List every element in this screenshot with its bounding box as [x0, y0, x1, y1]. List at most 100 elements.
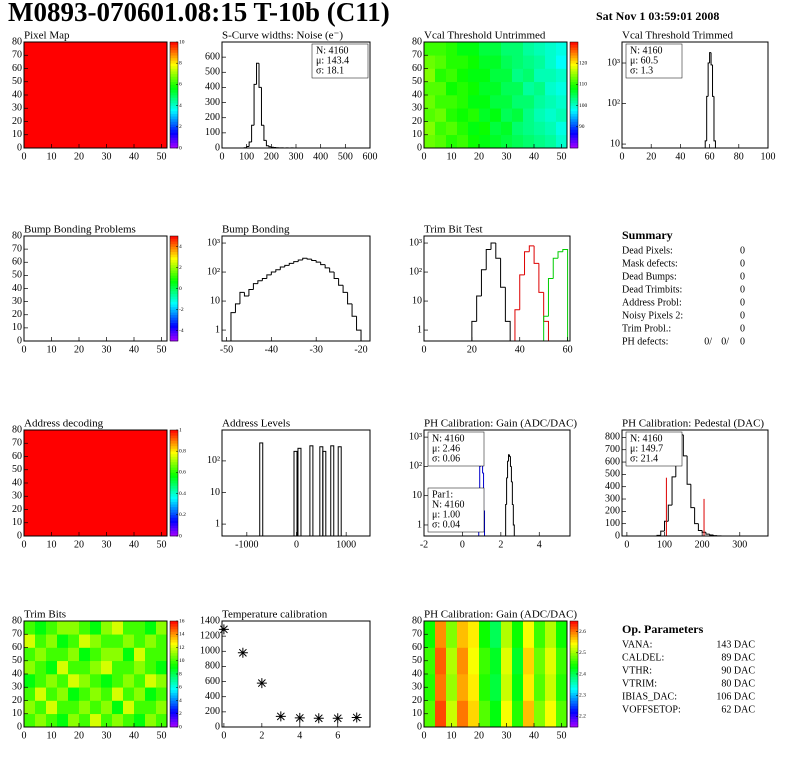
- histogram-bin: [333, 272, 339, 279]
- colorbar-slice: [170, 621, 178, 624]
- y-tick-label: 0: [17, 142, 22, 153]
- y-tick-label: 10: [412, 490, 422, 501]
- x-tick-label: 20: [74, 730, 84, 741]
- scatter-marker: [237, 647, 248, 658]
- heatmap-cell: [523, 55, 535, 69]
- heatmap-cell: [424, 55, 436, 69]
- x-tick-label: 0: [220, 151, 225, 162]
- heatmap-cell: [501, 95, 513, 109]
- heatmap-cell: [534, 55, 546, 69]
- histogram-bin: [263, 125, 267, 141]
- op-label: CALDEL:: [622, 652, 664, 663]
- x-tick-label: 1000: [336, 539, 356, 550]
- colorbar-slice: [570, 129, 578, 133]
- colorbar-slice: [170, 47, 178, 51]
- y-tick-label: 50: [12, 76, 22, 87]
- histogram-bin: [682, 434, 688, 457]
- colorbar-slice: [170, 100, 178, 104]
- page-title: M0893-070601.08:15 T-10b (C11): [8, 0, 390, 27]
- colorbar-slice: [170, 679, 178, 683]
- heatmap-cell: [545, 121, 557, 136]
- heatmap-cell: [490, 42, 502, 56]
- y-tick-label: 600: [205, 51, 220, 62]
- stats-line: σ: 0.04: [432, 519, 460, 530]
- panel: S-Curve widths: Noise (e⁻) 0 100 200 300 400 5…: [205, 30, 378, 163]
- op-value: 143 DAC: [716, 639, 755, 650]
- heatmap-cell: [145, 634, 157, 648]
- x-tick-label: -30: [310, 344, 323, 355]
- summary-label: PH defects:: [622, 336, 668, 347]
- colorbar-slice: [170, 140, 178, 143]
- colorbar-slice: [170, 71, 178, 75]
- colorbar-slice: [170, 52, 178, 56]
- histogram-bin: [260, 87, 264, 126]
- heatmap-cell: [435, 108, 447, 122]
- heatmap-cell: [112, 647, 124, 662]
- x-tick-label: 0: [422, 344, 427, 355]
- heatmap-cell: [512, 81, 524, 96]
- colorbar-slice: [570, 116, 578, 120]
- colorbar-slice: [170, 42, 178, 45]
- heatmap-cell: [79, 674, 91, 688]
- heatmap-cell: [156, 674, 168, 688]
- colorbar-slice: [170, 681, 178, 685]
- y-tick-label: 10²: [607, 98, 620, 109]
- op-value: 89 DAC: [721, 652, 755, 663]
- y-tick-label: 80: [12, 615, 22, 626]
- heatmap-cell: [556, 674, 568, 701]
- heatmap-cell: [134, 700, 146, 715]
- colorbar-slice: [170, 330, 178, 334]
- colorbar-slice: [570, 692, 578, 696]
- heatmap-cell: [435, 95, 447, 109]
- colorbar-slice: [570, 65, 578, 69]
- colorbar-slice: [170, 335, 178, 339]
- heatmap-cell: [112, 660, 124, 675]
- heatmap-cell: [556, 621, 568, 648]
- op-parameters: Op. Parameters VANA: 143 DAC CALDEL: 89 DAC V…: [622, 622, 755, 716]
- x-tick-label: -20: [354, 344, 367, 355]
- colorbar-slice: [570, 81, 578, 85]
- heatmap-cell: [545, 647, 557, 675]
- heatmap-cell: [556, 81, 568, 96]
- colorbar-slice: [170, 314, 178, 318]
- heatmap-cell: [57, 634, 69, 648]
- histogram-bin: [709, 534, 714, 536]
- colorbar-slice: [570, 636, 578, 640]
- colorbar-slice: [570, 719, 578, 722]
- histogram-bin: [509, 456, 512, 467]
- y-tick-label: 10: [610, 138, 620, 149]
- heatmap-cell: [523, 68, 535, 83]
- heatmap-cell: [46, 713, 58, 728]
- colorbar-slice: [570, 71, 578, 75]
- colorbar-slice: [570, 102, 578, 106]
- summary-value: 0: [740, 245, 745, 256]
- heatmap-cell: [457, 134, 469, 149]
- y-tick-label: 70: [12, 50, 22, 61]
- colorbar-slice: [170, 520, 178, 524]
- histogram-bin: [511, 481, 514, 505]
- heatmap-cell: [435, 68, 447, 83]
- y-tick-label: 1: [215, 324, 220, 335]
- y-tick-label: 0: [17, 530, 22, 541]
- heatmap-cell: [35, 674, 47, 688]
- stats-line: σ: 18.1: [316, 65, 344, 76]
- colorbar-label: 10: [179, 658, 185, 664]
- colorbar-label: 6: [179, 82, 182, 88]
- colorbar-slice: [170, 483, 178, 486]
- heatmap-cell: [490, 81, 502, 96]
- colorbar-label: 2: [179, 265, 182, 271]
- heatmap-cell: [523, 134, 535, 149]
- heatmap-cell: [145, 647, 157, 662]
- colorbar-slice: [570, 724, 578, 728]
- y-tick-label: 10²: [207, 266, 220, 277]
- scatter-marker: [218, 624, 229, 635]
- x-tick-label: 0: [22, 539, 27, 550]
- colorbar-slice: [170, 498, 178, 502]
- heatmap-cell: [101, 674, 113, 688]
- colorbar-slice: [570, 60, 578, 64]
- colorbar-slice: [170, 81, 178, 85]
- heatmap-cell: [57, 713, 69, 728]
- x-tick-label: 0: [22, 151, 27, 162]
